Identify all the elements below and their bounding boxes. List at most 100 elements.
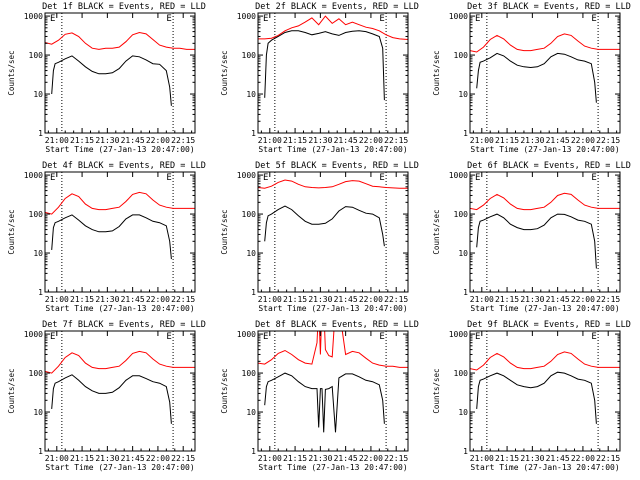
x-tick-label: 21:45 — [546, 454, 570, 463]
x-tick-label: 21:00 — [258, 454, 282, 463]
y-axis-label: Counts/sec — [220, 209, 229, 254]
x-tick-label: 22:15 — [596, 295, 620, 304]
y-tick-label: 10 — [246, 90, 256, 99]
y-tick-label: 1 — [251, 129, 256, 138]
x-tick-label: 21:00 — [258, 136, 282, 145]
events-series-line — [476, 52, 597, 103]
plot-frame — [469, 12, 621, 134]
x-tick-label: 21:30 — [308, 295, 332, 304]
event-marker-label: E — [166, 173, 171, 183]
panel-title: Det 4f BLACK = Events, RED = LLD — [42, 161, 206, 171]
events-series-line — [264, 205, 385, 247]
y-tick-label: 100 — [454, 51, 469, 60]
y-tick-label: 1000 — [237, 330, 256, 339]
lld-series-line — [258, 179, 408, 189]
event-marker-label: E — [591, 14, 596, 24]
x-tick-label: 21:15 — [495, 295, 519, 304]
x-tick-label: 22:00 — [359, 136, 383, 145]
x-tick-label: 22:15 — [171, 136, 195, 145]
y-axis-label: Counts/sec — [432, 368, 441, 413]
x-axis-label: Start Time (27-Jan-13 20:47:00) — [258, 304, 407, 313]
event-marker-label: E — [379, 332, 384, 342]
x-tick-label: 21:30 — [95, 136, 119, 145]
event-marker-label: E — [50, 14, 55, 24]
y-tick-label: 100 — [29, 210, 44, 219]
x-tick-label: 21:00 — [470, 454, 494, 463]
y-tick-label: 10 — [458, 90, 468, 99]
x-tick-label: 22:00 — [359, 454, 383, 463]
x-tick-label: 22:00 — [571, 136, 595, 145]
y-tick-label: 10 — [33, 90, 43, 99]
x-tick-label: 22:00 — [571, 295, 595, 304]
x-tick-label: 21:30 — [95, 295, 119, 304]
detector-panel-4: Det 4f BLACK = Events, RED = LLD E E 1 10 100… — [7, 161, 206, 313]
y-axis-label: Counts/sec — [432, 50, 441, 95]
y-tick-label: 100 — [242, 369, 257, 378]
event-marker-label: E — [591, 332, 596, 342]
y-tick-label: 1 — [38, 288, 43, 297]
event-marker-label: E — [166, 14, 171, 24]
x-tick-label: 21:00 — [45, 136, 69, 145]
panel-title: Det 6f BLACK = Events, RED = LLD — [467, 161, 631, 171]
x-tick-label: 21:45 — [334, 136, 358, 145]
y-tick-label: 100 — [242, 51, 257, 60]
lld-series-line — [470, 351, 620, 371]
detector-panel-3: Det 3f BLACK = Events, RED = LLD E E 1 10 100… — [432, 2, 631, 154]
events-series-line — [51, 214, 172, 260]
plot-frame — [44, 330, 196, 452]
x-tick-label: 22:15 — [384, 454, 408, 463]
lld-series-line — [258, 331, 408, 368]
lld-series-line — [45, 350, 195, 374]
panel-title: Det 9f BLACK = Events, RED = LLD — [467, 320, 631, 330]
x-tick-label: 21:00 — [258, 295, 282, 304]
y-tick-label: 1 — [463, 447, 468, 456]
x-tick-label: 22:15 — [596, 454, 620, 463]
event-marker-label: E — [475, 14, 480, 24]
event-marker-label: E — [263, 332, 268, 342]
events-series-line — [264, 30, 385, 101]
panel-title: Det 7f BLACK = Events, RED = LLD — [42, 320, 206, 330]
x-tick-label: 21:45 — [546, 136, 570, 145]
y-tick-label: 1000 — [237, 171, 256, 180]
x-axis-label: Start Time (27-Jan-13 20:47:00) — [258, 463, 407, 472]
y-tick-label: 10 — [246, 408, 256, 417]
y-axis-label: Counts/sec — [432, 209, 441, 254]
y-tick-label: 10 — [33, 249, 43, 258]
event-marker-label: E — [263, 173, 268, 183]
x-tick-label: 21:30 — [520, 136, 544, 145]
event-marker-label: E — [475, 173, 480, 183]
y-axis-label: Counts/sec — [7, 368, 16, 413]
y-tick-label: 1000 — [237, 12, 256, 21]
x-tick-label: 21:15 — [495, 136, 519, 145]
panel-title: Det 5f BLACK = Events, RED = LLD — [255, 161, 419, 171]
detector-panel-9: Det 9f BLACK = Events, RED = LLD E E 1 10 100… — [432, 320, 631, 472]
detector-panel-2: Det 2f BLACK = Events, RED = LLD E E 1 10 100… — [220, 2, 419, 154]
event-marker-label: E — [263, 14, 268, 24]
y-tick-label: 10 — [458, 408, 468, 417]
x-tick-label: 21:00 — [45, 295, 69, 304]
events-series-line — [476, 213, 597, 269]
y-tick-label: 1 — [38, 129, 43, 138]
x-axis-label: Start Time (27-Jan-13 20:47:00) — [470, 145, 619, 154]
events-series-line — [264, 372, 385, 433]
y-tick-label: 100 — [454, 369, 469, 378]
y-tick-label: 1000 — [24, 330, 43, 339]
event-marker-label: E — [50, 173, 55, 183]
y-tick-label: 10 — [246, 249, 256, 258]
x-tick-label: 21:15 — [70, 454, 94, 463]
y-axis-label: Counts/sec — [220, 368, 229, 413]
lld-series-line — [45, 31, 195, 50]
y-axis-label: Counts/sec — [220, 50, 229, 95]
plot-frame — [469, 171, 621, 293]
x-tick-label: 21:15 — [283, 136, 307, 145]
detector-panel-1: Det 1f BLACK = Events, RED = LLD E E 1 10 100… — [7, 2, 206, 154]
event-marker-label: E — [379, 14, 384, 24]
y-tick-label: 100 — [29, 51, 44, 60]
y-tick-label: 1000 — [449, 330, 468, 339]
y-tick-label: 10 — [33, 408, 43, 417]
x-tick-label: 21:00 — [470, 295, 494, 304]
x-tick-label: 22:00 — [571, 454, 595, 463]
event-marker-label: E — [379, 173, 384, 183]
x-tick-label: 21:15 — [283, 295, 307, 304]
y-tick-label: 1000 — [449, 12, 468, 21]
